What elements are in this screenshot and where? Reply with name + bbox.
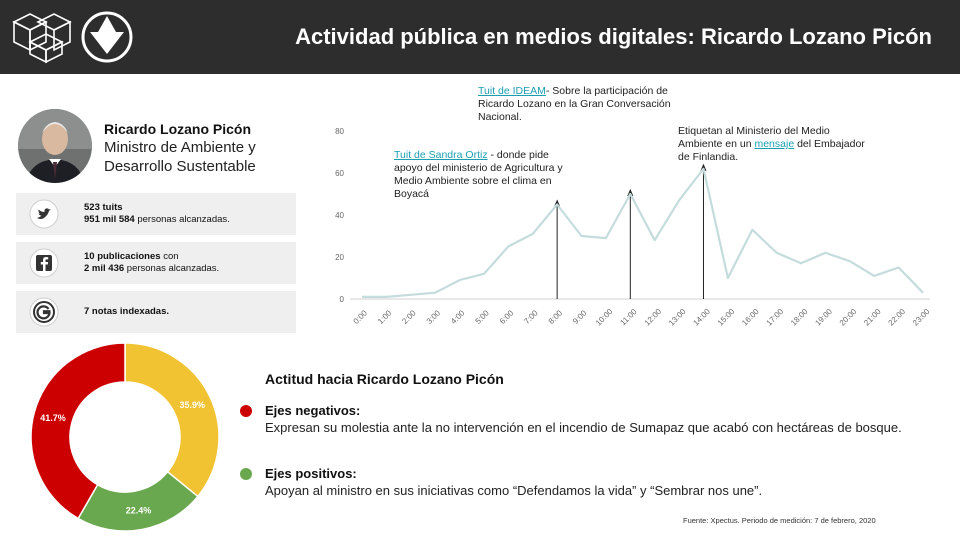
facebook-stat-card: 10 publicaciones con 2 mil 436 personas … — [16, 242, 296, 284]
y-tick-label: 20 — [335, 253, 344, 262]
google-stat-card: 7 notas indexadas. — [16, 291, 296, 333]
donut-slice — [124, 342, 220, 498]
donut-slice-label: 22.4% — [126, 505, 152, 515]
profile-name: Ricardo Lozano Picón — [104, 121, 252, 137]
x-tick-label: 4:00 — [449, 308, 467, 326]
x-tick-label: 18:00 — [789, 307, 810, 328]
x-tick-label: 10:00 — [594, 307, 615, 328]
series-line — [362, 167, 924, 298]
attitude-title: Actitud hacia Ricardo Lozano Picón — [265, 371, 504, 387]
x-tick-label: 14:00 — [691, 307, 712, 328]
twitter-stat-card: 523 tuits 951 mil 584 personas alcanzada… — [16, 193, 296, 235]
x-tick-label: 17:00 — [765, 307, 786, 328]
y-tick-label: 80 — [335, 127, 344, 136]
positive-axes-desc: Apoyan al ministro en sus iniciativas co… — [265, 483, 763, 498]
negative-axes-title: Ejes negativos: — [265, 403, 361, 418]
google-stat-text: 7 notas indexadas. — [84, 306, 170, 317]
donut-slice — [30, 342, 126, 520]
x-tick-label: 2:00 — [400, 308, 418, 326]
twitter-icon — [29, 199, 59, 229]
annotation-finlandia: Etiquetan al Ministerio del Medio Ambien… — [678, 125, 865, 163]
x-tick-label: 16:00 — [740, 307, 761, 328]
x-tick-label: 0:00 — [352, 308, 370, 326]
annotation-ideam: Tuit de IDEAM- Sobre la participación de… — [478, 85, 671, 123]
x-tick-label: 9:00 — [571, 308, 589, 326]
x-tick-label: 20:00 — [838, 307, 859, 328]
x-tick-label: 1:00 — [376, 308, 394, 326]
profile-role: Ministro de Ambiente y Desarrollo Susten… — [104, 139, 256, 175]
y-tick-label: 0 — [340, 295, 345, 304]
profile-avatar — [18, 109, 92, 183]
ideam-tweet-link[interactable]: Tuit de IDEAM — [478, 85, 546, 97]
x-tick-label: 22:00 — [887, 307, 908, 328]
y-tick-label: 60 — [335, 169, 344, 178]
google-icon — [29, 297, 59, 327]
source-note: Fuente: Xpectus. Periodo de medición: 7 … — [683, 516, 876, 525]
facebook-icon — [29, 248, 59, 278]
x-tick-label: 23:00 — [911, 307, 932, 328]
twitter-stat-text: 523 tuits 951 mil 584 personas alcanzada… — [84, 202, 230, 225]
x-tick-label: 8:00 — [547, 308, 565, 326]
negative-axes-desc: Expresan su molestia ante la no interven… — [265, 420, 902, 435]
round-logo-icon — [81, 11, 133, 63]
x-tick-label: 19:00 — [813, 307, 834, 328]
x-tick-label: 12:00 — [643, 307, 664, 328]
x-tick-label: 15:00 — [716, 307, 737, 328]
x-tick-label: 21:00 — [862, 307, 883, 328]
facebook-stat-text: 10 publicaciones con 2 mil 436 personas … — [84, 251, 220, 274]
negative-dot-icon — [240, 405, 252, 417]
x-tick-label: 13:00 — [667, 307, 688, 328]
x-tick-label: 6:00 — [498, 308, 516, 326]
hourly-activity-line-chart: 0 20 40 60 80 0:00 1:00 2:00 3:00 4:00 5:00 6:00 7:0… — [335, 127, 932, 328]
page-title: Actividad pública en medios digitales: R… — [295, 24, 932, 49]
annotation-sandra-ortiz: Tuit de Sandra Ortiz - donde pide apoyo … — [394, 149, 563, 200]
header-bar: Actividad pública en medios digitales: R… — [0, 0, 960, 74]
x-tick-label: 5:00 — [473, 308, 491, 326]
x-tick-label: 3:00 — [425, 308, 443, 326]
finlandia-message-link[interactable]: mensaje — [754, 138, 795, 150]
x-tick-label: 7:00 — [522, 308, 540, 326]
sandra-ortiz-tweet-link[interactable]: Tuit de Sandra Ortiz — [394, 149, 488, 161]
cubes-logo-icon — [12, 13, 72, 64]
positive-dot-icon — [240, 468, 252, 480]
y-tick-label: 40 — [335, 211, 344, 220]
annotation-arrowhead — [627, 189, 634, 196]
attitude-donut-chart: 35.9% 22.4% 41.7% — [30, 342, 220, 532]
donut-slice-label: 41.7% — [40, 413, 66, 423]
positive-axes-title: Ejes positivos: — [265, 466, 357, 481]
donut-slice-label: 35.9% — [180, 400, 206, 410]
x-tick-label: 11:00 — [618, 307, 638, 327]
